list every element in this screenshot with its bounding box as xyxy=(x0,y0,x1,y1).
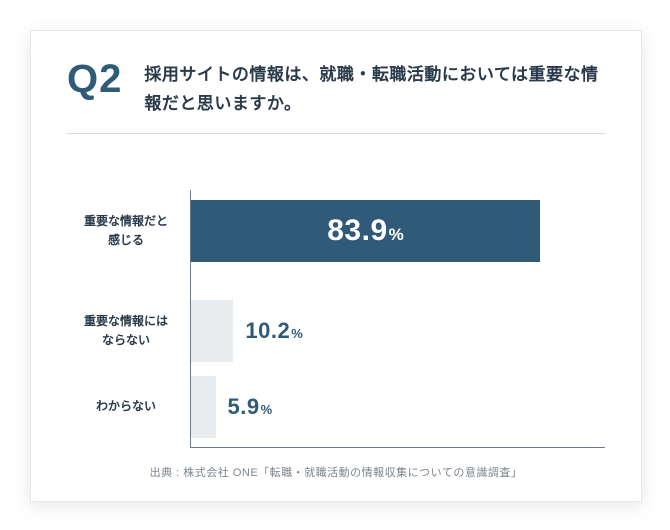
bar-area: 83.9% xyxy=(191,200,605,262)
question-number: Q2 xyxy=(67,59,122,99)
chart-row: 重要な情報にはならない 10.2% xyxy=(67,300,605,362)
bar-chart: 重要な情報だと感じる83.9% 重要な情報にはならない 10.2% わからない 5.9% xyxy=(67,190,605,448)
bar-label: 重要な情報にはならない xyxy=(67,312,185,349)
bar xyxy=(191,300,233,362)
source-citation: 出典 : 株式会社 ONE「転職・就職活動の情報収集についての意識調査」 xyxy=(67,464,605,480)
bar-value: 10.2% xyxy=(245,318,302,344)
bar-label: わからない xyxy=(67,397,185,416)
question-text: 採用サイトの情報は、就職・転職活動においては重要な情報だと思いますか。 xyxy=(144,59,605,119)
bar-area: 10.2% xyxy=(191,300,605,362)
bar-value: 83.9% xyxy=(191,214,540,248)
x-axis-line xyxy=(190,447,605,448)
chart-row: わからない 5.9% xyxy=(67,376,605,438)
bar xyxy=(191,376,216,438)
bar-value: 5.9% xyxy=(228,394,273,420)
bar-label: 重要な情報だと感じる xyxy=(67,212,185,249)
survey-card: Q2 採用サイトの情報は、就職・転職活動においては重要な情報だと思いますか。 重… xyxy=(30,30,642,502)
question-header: Q2 採用サイトの情報は、就職・転職活動においては重要な情報だと思いますか。 xyxy=(67,59,605,134)
bar-area: 5.9% xyxy=(191,376,605,438)
chart-row: 重要な情報だと感じる83.9% xyxy=(67,200,605,262)
